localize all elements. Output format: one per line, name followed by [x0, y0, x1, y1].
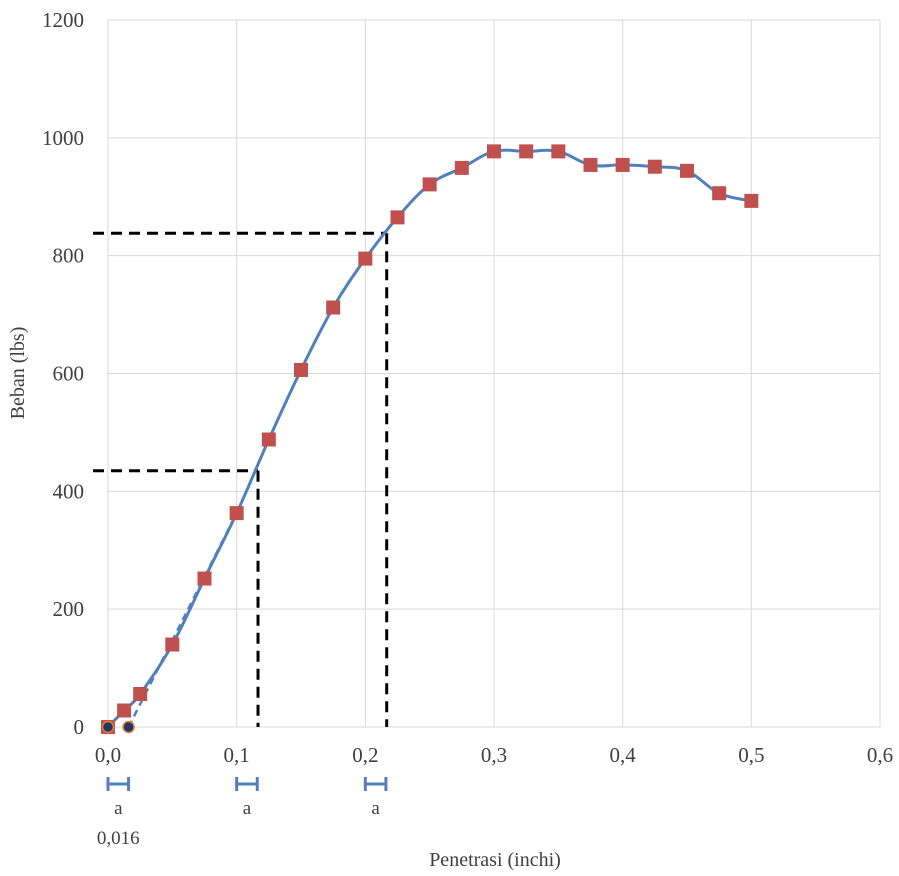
data-point-17 — [615, 157, 630, 172]
offset-bracket-1 — [235, 777, 259, 791]
data-point-6 — [261, 432, 276, 447]
data-point-5 — [229, 506, 244, 521]
x-tick-label-4: 0,4 — [610, 743, 637, 767]
data-point-8 — [326, 300, 341, 315]
data-point-10 — [390, 210, 405, 225]
x-tick-label-2: 0,2 — [352, 743, 378, 767]
correction-point-0 — [101, 720, 115, 734]
reference-lines — [93, 231, 389, 727]
axes: 0,0 0,1 0,2 0,3 0,4 0,5 0,6 0 200 400 600 800 1000 12… — [42, 8, 893, 767]
offset-bracket-0 — [106, 777, 131, 791]
data-point-2 — [133, 687, 148, 702]
x-tick-label-3: 0,3 — [481, 743, 507, 767]
x-tick-label-5: 0,5 — [738, 743, 764, 767]
y-tick-label-1: 200 — [53, 597, 85, 621]
y-tick-label-5: 1000 — [42, 126, 84, 150]
data-point-20 — [712, 186, 727, 201]
y-tick-label-2: 400 — [53, 479, 85, 503]
data-point-1 — [117, 703, 132, 718]
offset-label-2: a — [371, 798, 380, 819]
data-point-14 — [519, 144, 534, 159]
y-tick-label-6: 1200 — [42, 8, 84, 32]
data-point-11 — [422, 177, 437, 192]
data-point-16 — [583, 157, 598, 172]
data-point-12 — [454, 160, 469, 175]
data-point-9 — [358, 251, 373, 266]
offset-label-0: a — [114, 798, 123, 819]
offset-markers: a 0,016 a a — [97, 777, 388, 849]
y-tick-label-3: 600 — [53, 362, 85, 386]
data-point-3 — [165, 637, 180, 652]
series-line-0 — [106, 148, 752, 729]
x-axis-title: Penetrasi (inchi) — [429, 849, 561, 871]
data-point-18 — [647, 159, 662, 174]
offset-label-1: a — [243, 798, 252, 819]
data-point-19 — [680, 163, 694, 178]
data-point-7 — [294, 362, 308, 377]
x-tick-label-1: 0,1 — [224, 743, 250, 767]
offset-bracket-2 — [363, 777, 388, 791]
data-point-13 — [487, 144, 501, 159]
data-point-21 — [744, 193, 759, 208]
x-tick-label-6: 0,6 — [867, 743, 893, 767]
y-tick-label-4: 800 — [53, 244, 85, 268]
x-tick-label-0: 0,0 — [95, 743, 121, 767]
correction-point-1 — [122, 720, 135, 734]
y-tick-label-0: 0 — [74, 715, 85, 739]
offset-sublabel-0: 0,016 — [97, 828, 140, 849]
data-point-15 — [551, 144, 566, 159]
grid — [107, 19, 881, 728]
data-point-4 — [197, 571, 212, 586]
y-axis-title: Beban (lbs) — [7, 327, 29, 420]
data-markers — [101, 144, 759, 734]
series — [106, 148, 752, 729]
